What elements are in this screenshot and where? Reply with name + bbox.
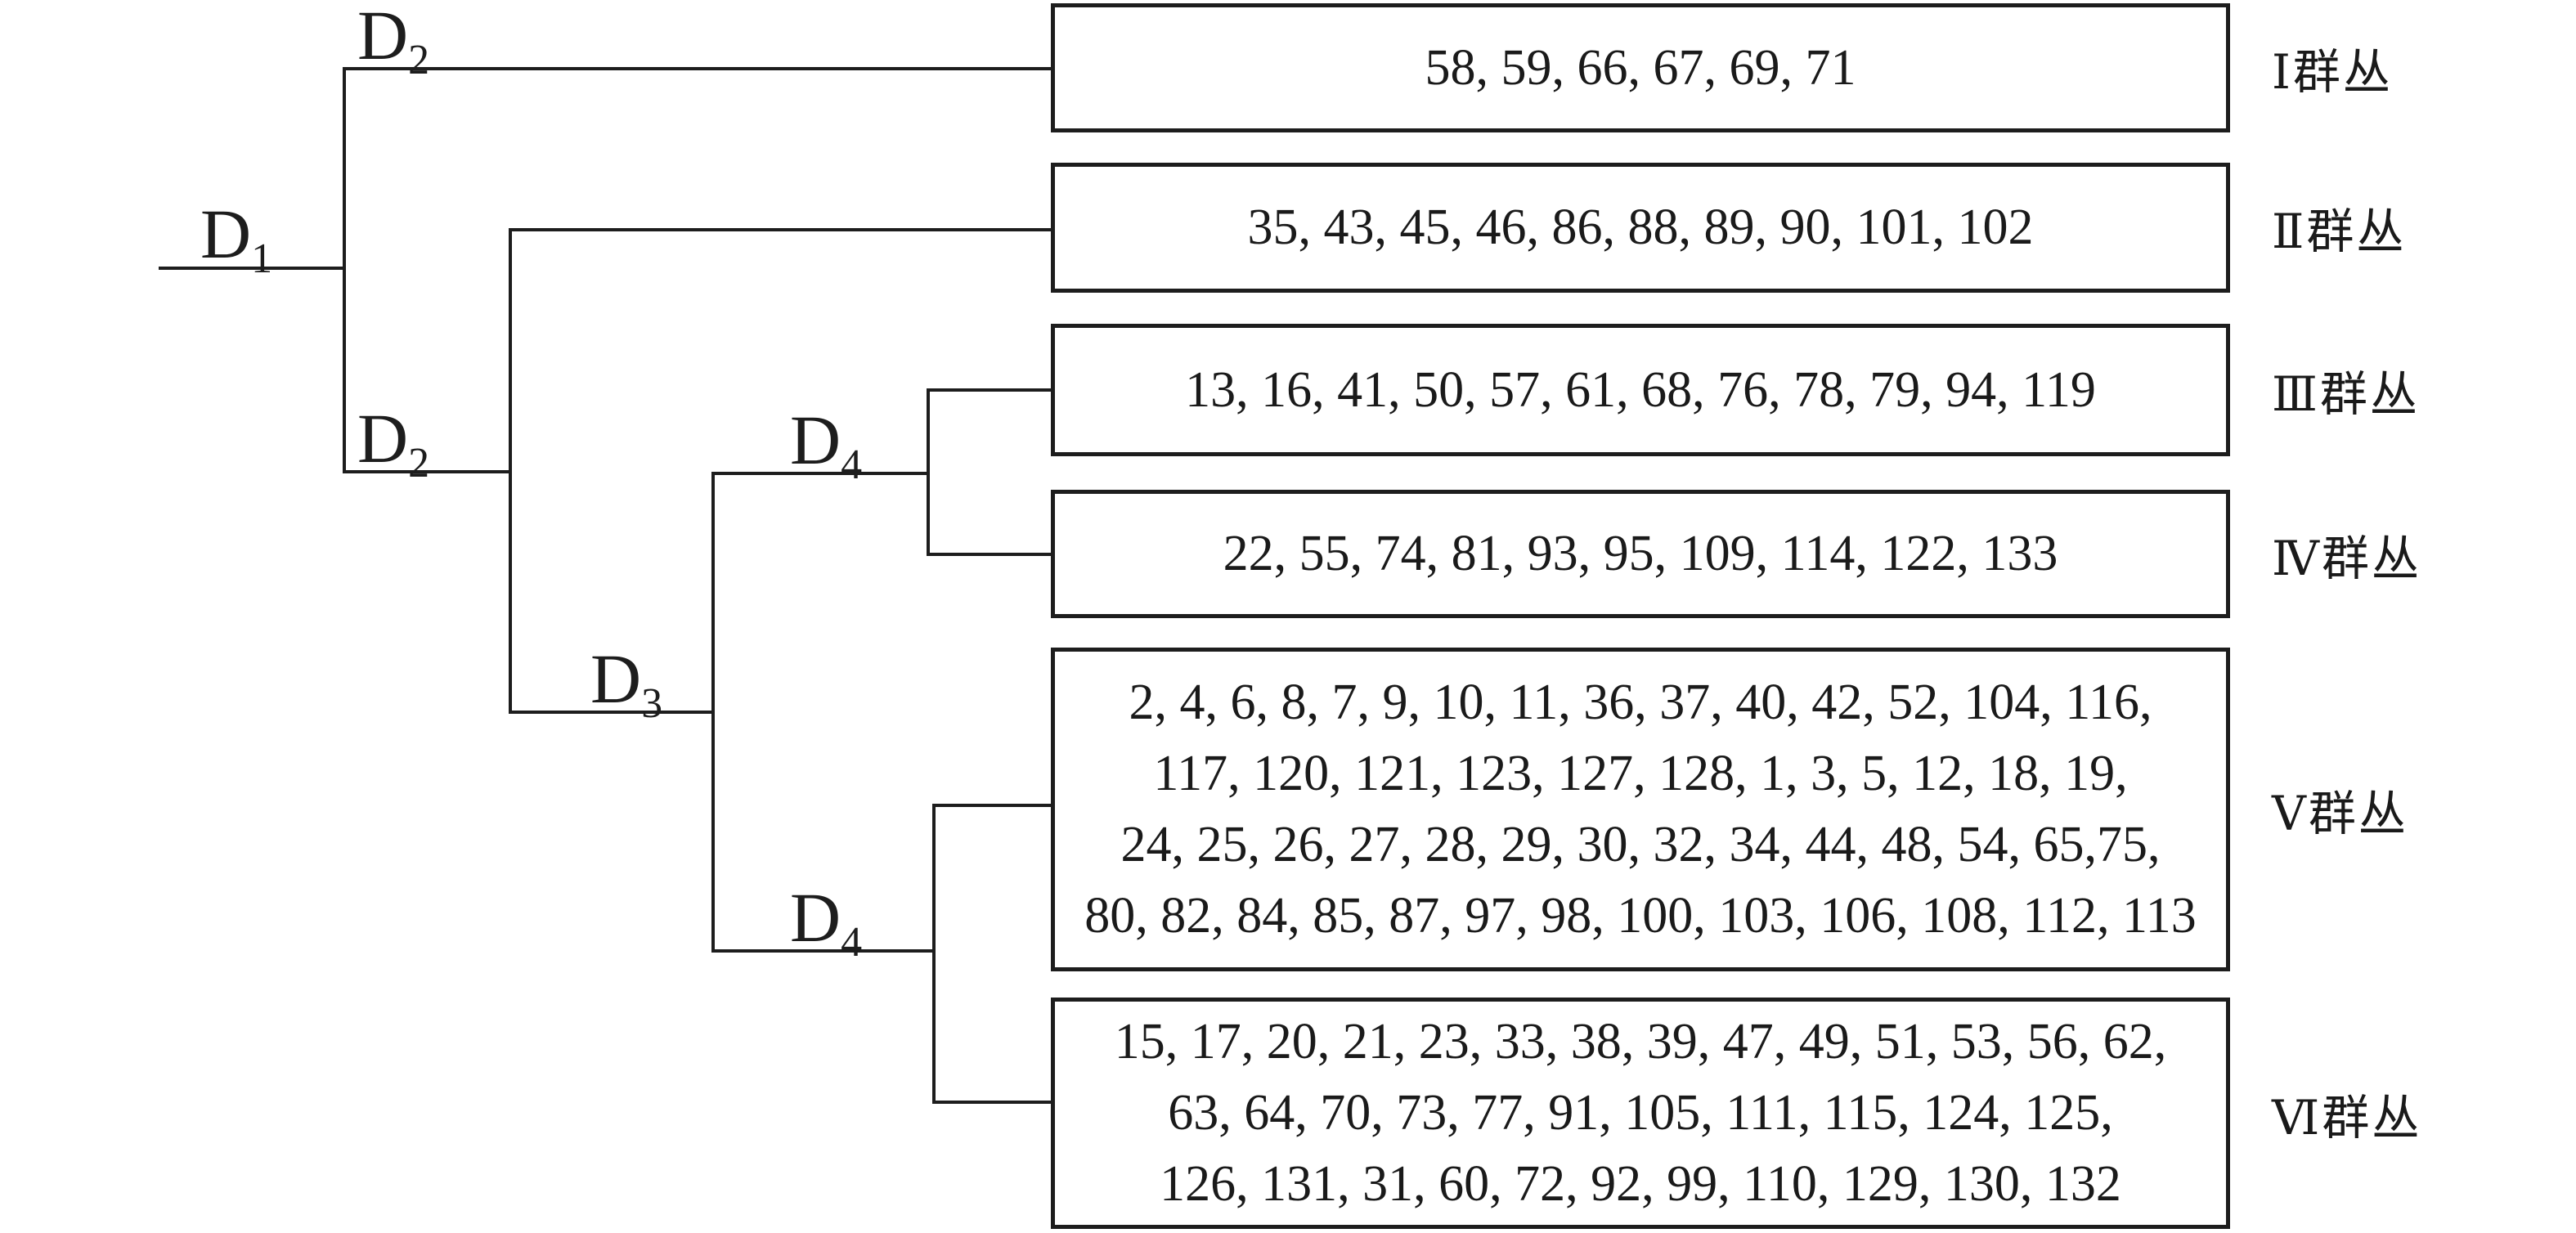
cluster-label-5: Ⅴ群丛 xyxy=(2272,787,2408,841)
division-letter: D xyxy=(357,0,409,74)
junction-label-d3: D3 xyxy=(590,643,662,725)
cluster-box-4: 22, 55, 74, 81, 93, 95, 109, 114, 122, 1… xyxy=(1051,490,2230,618)
cluster-box-3: 13, 16, 41, 50, 57, 61, 68, 76, 78, 79, … xyxy=(1051,324,2230,456)
cluster-box-6: 15, 17, 20, 21, 23, 33, 38, 39, 47, 49, … xyxy=(1051,998,2230,1229)
division-subscript: 1 xyxy=(251,235,273,282)
cluster-label-3: Ⅲ群丛 xyxy=(2272,368,2420,421)
division-letter: D xyxy=(790,401,841,479)
division-subscript: 3 xyxy=(641,680,663,727)
junction-label-d2-lower: D2 xyxy=(357,403,429,485)
cluster-box-5: 2, 4, 6, 8, 7, 9, 10, 11, 36, 37, 40, 42… xyxy=(1051,648,2230,971)
division-letter: D xyxy=(790,878,841,957)
cluster-plot-numbers: 35, 43, 45, 46, 86, 88, 89, 90, 101, 102 xyxy=(1247,200,2034,255)
cluster-plot-numbers: 15, 17, 20, 21, 23, 33, 38, 39, 47, 49, … xyxy=(1114,1014,2167,1212)
cluster-label-2: Ⅱ群丛 xyxy=(2272,205,2407,258)
division-subscript: 4 xyxy=(841,442,863,488)
cluster-box-2: 35, 43, 45, 46, 86, 88, 89, 90, 101, 102 xyxy=(1051,163,2230,293)
division-subscript: 4 xyxy=(841,919,863,966)
junction-label-d4-lower: D4 xyxy=(790,882,862,964)
cluster-plot-numbers: 13, 16, 41, 50, 57, 61, 68, 76, 78, 79, … xyxy=(1185,361,2096,418)
cluster-box-1: 58, 59, 66, 67, 69, 71 xyxy=(1051,3,2230,132)
cluster-plot-numbers: 22, 55, 74, 81, 93, 95, 109, 114, 122, 1… xyxy=(1223,526,2058,581)
cluster-label-1: Ⅰ群丛 xyxy=(2272,46,2393,99)
division-subscript: 2 xyxy=(408,37,430,83)
junction-label-d1: D1 xyxy=(200,199,272,280)
cluster-plot-numbers: 58, 59, 66, 67, 69, 71 xyxy=(1425,39,1856,96)
junction-label-d4-upper: D4 xyxy=(790,405,862,486)
junction-label-d2-top: D2 xyxy=(357,0,429,82)
cluster-plot-numbers: 2, 4, 6, 8, 7, 9, 10, 11, 36, 37, 40, 42… xyxy=(1084,675,2197,944)
division-letter: D xyxy=(590,639,642,718)
division-subscript: 2 xyxy=(408,440,430,486)
division-letter: D xyxy=(200,195,252,273)
division-letter: D xyxy=(357,399,409,478)
cluster-label-6: Ⅵ群丛 xyxy=(2272,1092,2422,1145)
cluster-label-4: Ⅳ群丛 xyxy=(2272,532,2421,585)
